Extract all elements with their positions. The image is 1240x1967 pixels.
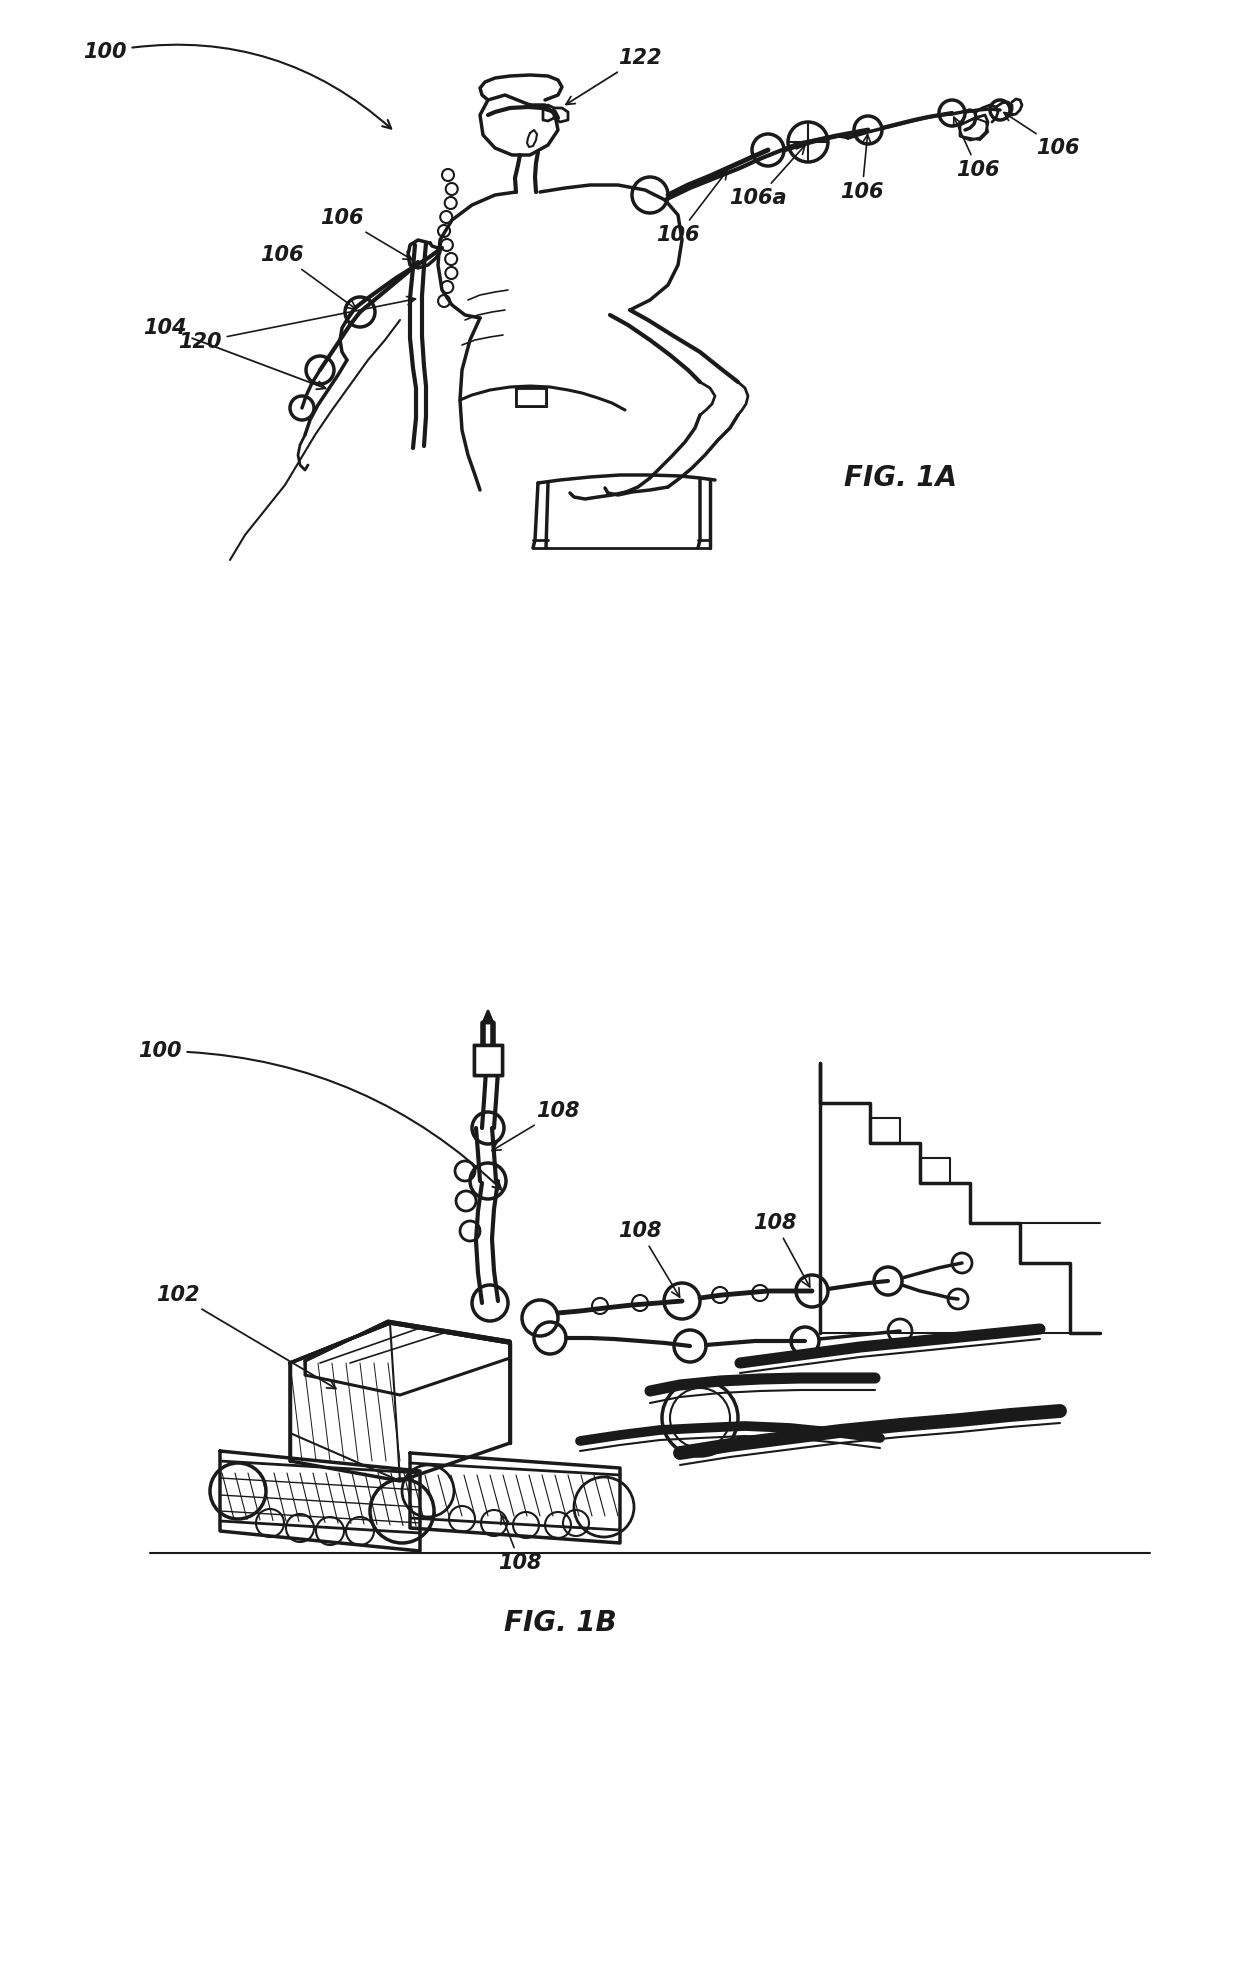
Text: 106: 106	[1004, 112, 1080, 157]
Text: 106a: 106a	[729, 146, 805, 209]
Text: FIG. 1B: FIG. 1B	[503, 1609, 616, 1637]
Text: 106: 106	[954, 118, 999, 181]
Text: 106: 106	[656, 171, 727, 246]
Text: FIG. 1A: FIG. 1A	[843, 464, 956, 492]
Bar	[474, 1044, 502, 1076]
Text: 108: 108	[498, 1515, 542, 1574]
Text: 102: 102	[156, 1284, 336, 1389]
Text: 122: 122	[567, 47, 662, 104]
Text: 120: 120	[179, 297, 415, 352]
Text: 100: 100	[83, 41, 391, 128]
Text: 104: 104	[144, 319, 326, 389]
Text: 106: 106	[841, 134, 884, 203]
Text: 100: 100	[138, 1041, 501, 1190]
Text: 106: 106	[260, 246, 356, 309]
Text: 108: 108	[619, 1222, 680, 1296]
Text: 108: 108	[492, 1102, 580, 1151]
Text: 106: 106	[320, 209, 412, 260]
Polygon shape	[484, 1011, 494, 1023]
Bar	[516, 387, 546, 405]
Text: 108: 108	[753, 1214, 810, 1286]
